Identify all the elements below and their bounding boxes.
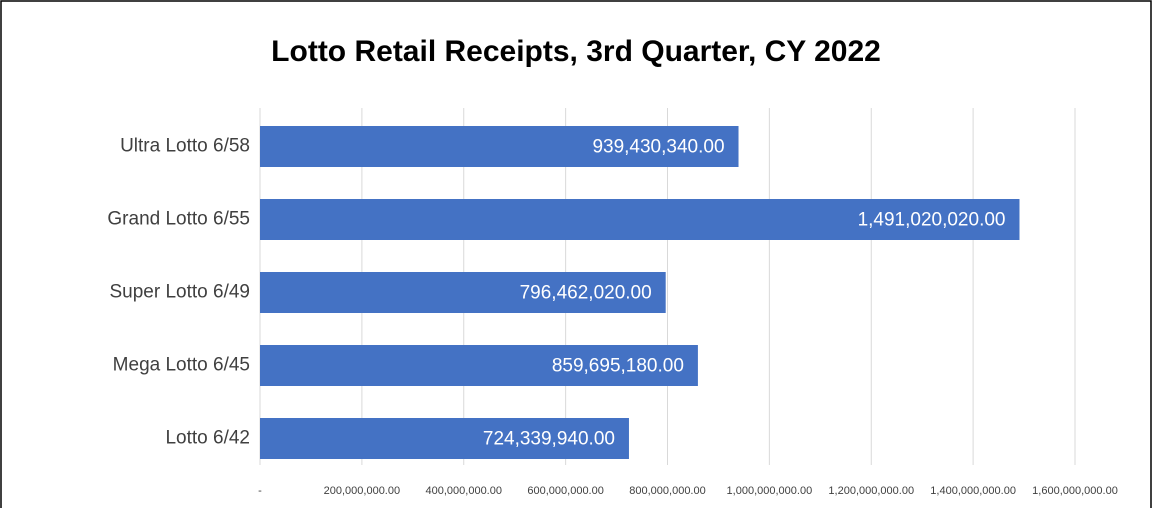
x-tick-label: 200,000,000.00 [324, 485, 400, 497]
x-tick-label: 1,400,000,000.00 [930, 485, 1016, 497]
x-tick-label: - [258, 485, 262, 497]
value-label: 939,430,340.00 [592, 137, 724, 158]
value-label: 724,339,940.00 [483, 429, 615, 450]
bar [260, 126, 739, 167]
y-tick-label: Mega Lotto 6/45 [113, 355, 250, 376]
bar [260, 418, 629, 459]
y-tick-label: Lotto 6/42 [165, 428, 250, 449]
x-tick-label: 800,000,000.00 [629, 485, 705, 497]
x-tick-label: 600,000,000.00 [527, 485, 603, 497]
y-tick-label: Grand Lotto 6/55 [107, 209, 250, 230]
y-tick-label: Super Lotto 6/49 [110, 282, 251, 303]
value-label: 796,462,020.00 [520, 283, 652, 304]
chart-title: Lotto Retail Receipts, 3rd Quarter, CY 2… [271, 35, 881, 68]
bar [260, 199, 1020, 240]
y-tick-label: Ultra Lotto 6/58 [120, 136, 250, 157]
value-label: 859,695,180.00 [552, 356, 684, 377]
bar [260, 345, 698, 386]
x-tick-label: 1,600,000,000.00 [1032, 485, 1118, 497]
x-tick-label: 1,200,000,000.00 [828, 485, 914, 497]
value-label: 1,491,020,020.00 [858, 210, 1006, 231]
x-tick-label: 400,000,000.00 [426, 485, 502, 497]
x-tick-label: 1,000,000,000.00 [727, 485, 813, 497]
bar [260, 272, 666, 313]
